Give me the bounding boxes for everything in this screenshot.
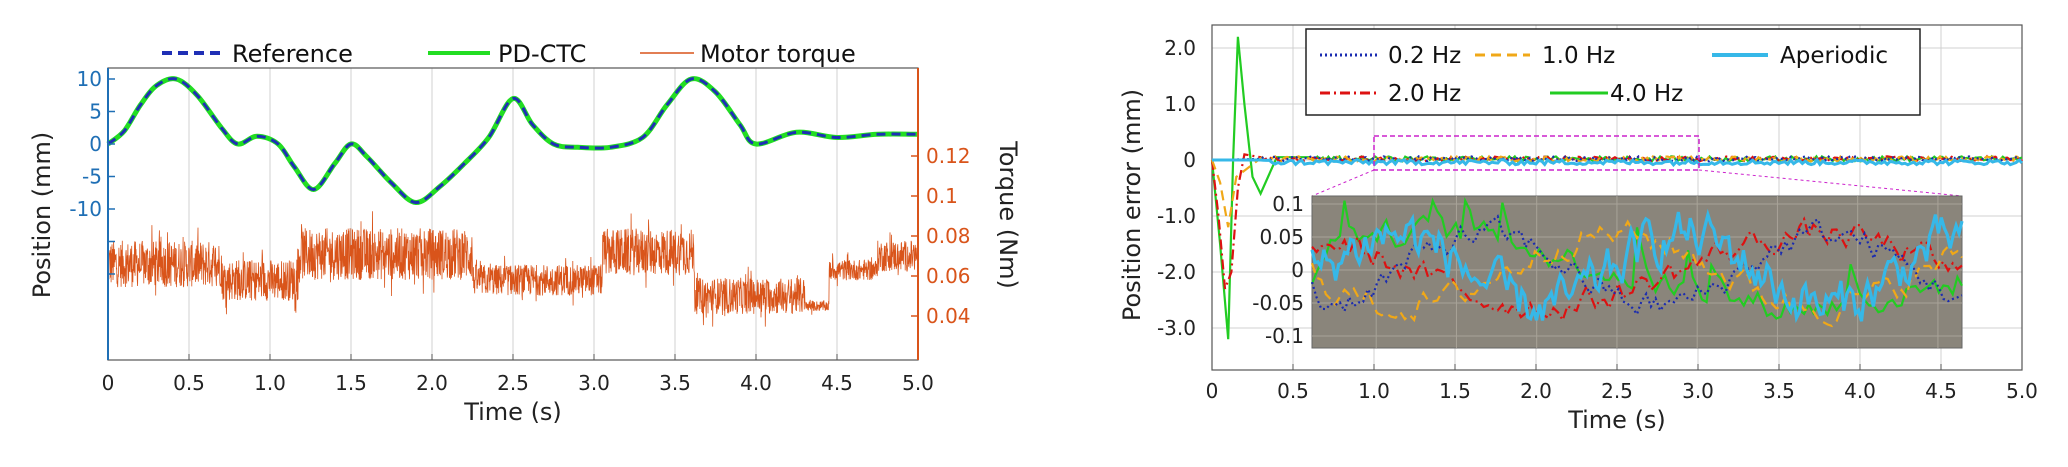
- right-x-tick-label: 4.5: [1925, 379, 1957, 403]
- right-legend-box: [1305, 28, 1921, 116]
- right-y-tick-label: 0.12: [926, 144, 971, 168]
- left-legend-label: Motor torque: [700, 40, 856, 68]
- left-y-tick-label: 10: [77, 67, 102, 91]
- left-x-tick-label: 5.0: [902, 371, 934, 395]
- inset-y-tick-label: 0.05: [1259, 225, 1304, 249]
- motor-torque-trace: [107, 211, 919, 327]
- right-y-tick-label: -3.0: [1157, 316, 1196, 340]
- inset-y-tick-label: -0.1: [1265, 324, 1304, 348]
- left-legend-label: Reference: [232, 40, 353, 68]
- zoom-connector-left: [1311, 169, 1375, 197]
- right-y-tick-label: -2.0: [1157, 260, 1196, 284]
- right-x-tick-label: 1.5: [1439, 379, 1471, 403]
- right-y-axis-label: Position error (mm): [1118, 89, 1146, 321]
- right-x-tick-label: 3.5: [1763, 379, 1795, 403]
- inset-y-tick-label: -0.05: [1252, 291, 1304, 315]
- right-y-tick-label: -1.0: [1157, 204, 1196, 228]
- right-x-tick-label: 2.5: [1601, 379, 1633, 403]
- right-error-lines: [1210, 36, 2024, 340]
- inset-y-tick-label: 0.1: [1272, 192, 1304, 216]
- right-y-tick-label: 2.0: [1164, 36, 1196, 60]
- left-x-tick-label: 4.0: [740, 371, 772, 395]
- zoom-region-box: [1373, 135, 1700, 171]
- right-y-ticks: 2.0 1.0 0 -1.0 -2.0 -3.0: [1157, 36, 1196, 340]
- motor-torque-line: [107, 211, 919, 327]
- left-right-y-ticks: 0.12 0.1 0.08 0.06 0.04: [911, 68, 971, 360]
- inset-line-aperiodic: [1310, 208, 1964, 324]
- left-right-axis-label: Torque (Nm): [994, 140, 1022, 289]
- zoom-connector-right: [1698, 169, 1963, 197]
- zoom-inset: 0.1 0.05 0 -0.05 -0.1: [1252, 192, 1964, 349]
- left-chart: 0 0.5 1.0 1.5 2.0 2.5 3.0 3.5 4.0 4.5 5.0 10 5 0 -5 -1…: [28, 40, 1022, 426]
- left-x-axis-label: Time (s): [463, 398, 562, 426]
- inset-line-2-0-hz: [1311, 216, 1963, 323]
- right-x-tick-label: 5.0: [2006, 379, 2038, 403]
- left-position-lines: [106, 76, 919, 205]
- left-x-tick-label: 4.5: [821, 371, 853, 395]
- left-legend: Reference PD-CTC Motor torque: [162, 40, 856, 68]
- left-grid: [188, 68, 838, 360]
- right-legend-label: 1.0 Hz: [1542, 43, 1615, 69]
- right-x-axis-label: Time (s): [1567, 406, 1666, 434]
- left-y-tick-label: 0: [89, 132, 102, 156]
- inset-line-4-0-hz: [1310, 196, 1963, 320]
- left-y-ticks: 10 5 0 -5 -10: [69, 67, 115, 360]
- right-chart: 0 0.5 1.0 1.5 2.0 2.5 3.0 3.5 4.0 4.5 5.0 2.0 1.0 0 -…: [1118, 24, 2038, 434]
- left-x-tick-label: 0.5: [173, 371, 205, 395]
- left-x-tick-label: 2.5: [497, 371, 529, 395]
- error-line-4-0-hz: [1210, 36, 2023, 340]
- error-line-0-2-hz: [1211, 154, 2023, 164]
- right-x-tick-label: 0: [1206, 379, 1219, 403]
- left-y-tick-label: -10: [69, 197, 102, 221]
- inset-background: [1311, 195, 1963, 349]
- right-legend-label: Aperiodic: [1780, 43, 1888, 69]
- right-x-ticks: 0 0.5 1.0 1.5 2.0 2.5 3.0 3.5 4.0 4.5 5.0: [1206, 364, 2038, 403]
- right-x-tick-label: 2.0: [1520, 379, 1552, 403]
- right-x-tick-label: 4.0: [1844, 379, 1876, 403]
- left-x-tick-label: 0: [102, 371, 115, 395]
- inset-lines: [1310, 196, 1964, 328]
- left-x-tick-label: 1.5: [335, 371, 367, 395]
- right-legend-label: 0.2 Hz: [1388, 43, 1461, 69]
- left-x-tick-label: 3.0: [578, 371, 610, 395]
- reference-line: [107, 77, 919, 204]
- inset-y-ticks: 0.1 0.05 0 -0.05 -0.1: [1252, 192, 1304, 348]
- right-x-tick-label: 3.0: [1682, 379, 1714, 403]
- right-y-tick-label: 0.1: [926, 184, 958, 208]
- right-legend-label: 4.0 Hz: [1610, 81, 1683, 107]
- error-line-aperiodic: [1212, 157, 2024, 168]
- right-x-tick-label: 1.0: [1358, 379, 1390, 403]
- right-y-tick-label: 1.0: [1164, 92, 1196, 116]
- right-x-tick-label: 0.5: [1277, 379, 1309, 403]
- left-y-tick-label: -5: [82, 165, 102, 189]
- right-legend-label: 2.0 Hz: [1388, 81, 1461, 107]
- left-x-tick-label: 1.0: [254, 371, 286, 395]
- right-y-tick-label: 0.08: [926, 224, 971, 248]
- left-x-tick-label: 3.5: [659, 371, 691, 395]
- right-y-tick-label: 0: [1183, 148, 1196, 172]
- right-y-tick-label: 0.06: [926, 264, 971, 288]
- left-x-ticks: 0 0.5 1.0 1.5 2.0 2.5 3.0 3.5 4.0 4.5 5.0: [102, 354, 934, 395]
- right-y-tick-label: 0.04: [926, 304, 971, 328]
- left-x-tick-label: 2.0: [416, 371, 448, 395]
- right-legend: 0.2 Hz 1.0 Hz Aperiodic 2.0 Hz 4.0 Hz: [1305, 28, 1921, 116]
- left-legend-label: PD-CTC: [498, 40, 586, 68]
- left-y-tick-label: 5: [89, 100, 102, 124]
- inset-y-tick-label: 0: [1291, 258, 1304, 282]
- left-y-axis-label: Position (mm): [28, 132, 56, 299]
